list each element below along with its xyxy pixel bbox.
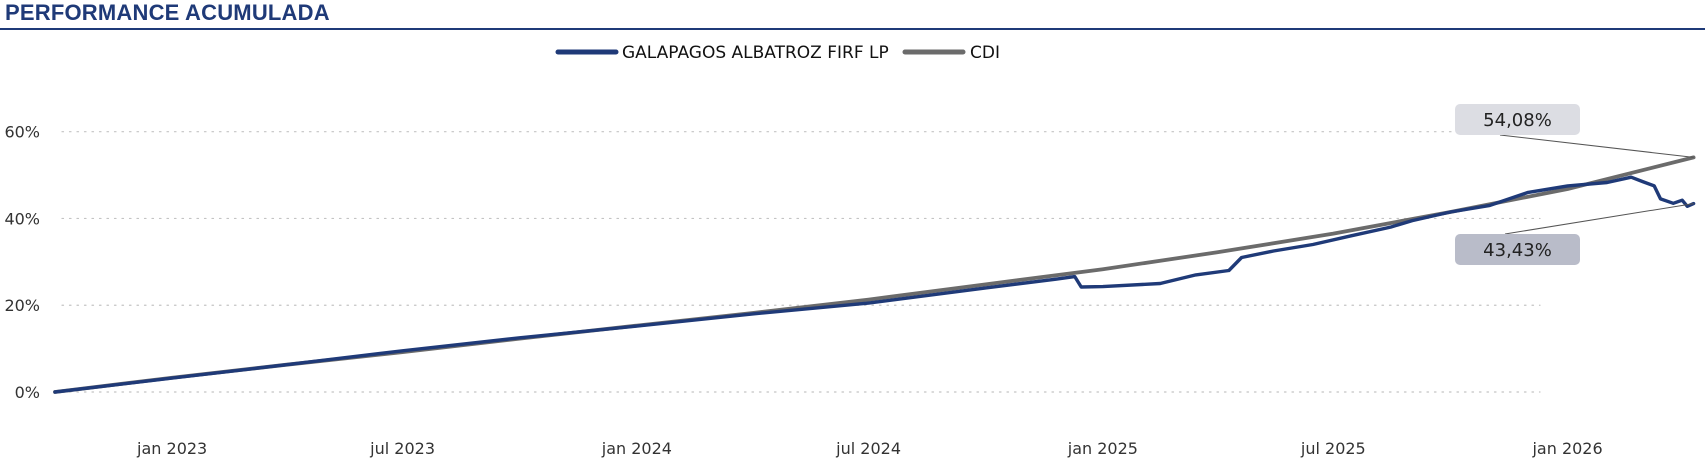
x-tick-label: jul 2024 xyxy=(835,439,901,458)
callout-leader xyxy=(1499,134,1694,158)
callout-leader xyxy=(1504,203,1694,235)
series-lines xyxy=(53,155,1696,394)
x-tick-label: jul 2023 xyxy=(369,439,435,458)
y-tick-label: 0% xyxy=(15,383,40,402)
x-tick-label: jan 2024 xyxy=(601,439,672,458)
y-tick-label: 60% xyxy=(4,123,40,142)
y-tick-label: 40% xyxy=(4,209,40,228)
x-tick-label: jan 2025 xyxy=(1067,439,1138,458)
y-axis: 0% 20% 40% 60% xyxy=(4,123,40,402)
legend[interactable]: GALAPAGOS ALBATROZ FIRF LP CDI xyxy=(555,43,1000,63)
callout-value: 54,08% xyxy=(1483,110,1552,131)
legend-item-galapagos[interactable]: GALAPAGOS ALBATROZ FIRF LP xyxy=(555,43,889,63)
chart-title: PERFORMANCE ACUMULADA xyxy=(5,0,330,25)
legend-item-cdi[interactable]: CDI xyxy=(902,43,1000,63)
end-value-callouts: 54,08% 43,43% xyxy=(1455,104,1694,265)
series-line-galapagos xyxy=(53,175,1696,394)
y-tick-label: 20% xyxy=(4,296,40,315)
callout-value: 43,43% xyxy=(1483,240,1552,261)
callout-cdi: 54,08% xyxy=(1455,104,1694,158)
x-tick-label: jul 2025 xyxy=(1300,439,1366,458)
series-line-cdi xyxy=(53,155,1696,394)
x-axis: jan 2023 jul 2023 jan 2024 jul 2024 jan 2025… xyxy=(136,439,1603,458)
gridlines xyxy=(61,131,1541,393)
legend-label: GALAPAGOS ALBATROZ FIRF LP xyxy=(622,43,889,63)
callout-galapagos: 43,43% xyxy=(1455,203,1694,265)
x-tick-label: jan 2026 xyxy=(1531,439,1602,458)
callout-box xyxy=(1455,234,1580,265)
callout-box xyxy=(1455,104,1580,135)
legend-label: CDI xyxy=(970,43,1000,63)
title-underline xyxy=(0,28,1705,30)
x-tick-label: jan 2023 xyxy=(136,439,207,458)
